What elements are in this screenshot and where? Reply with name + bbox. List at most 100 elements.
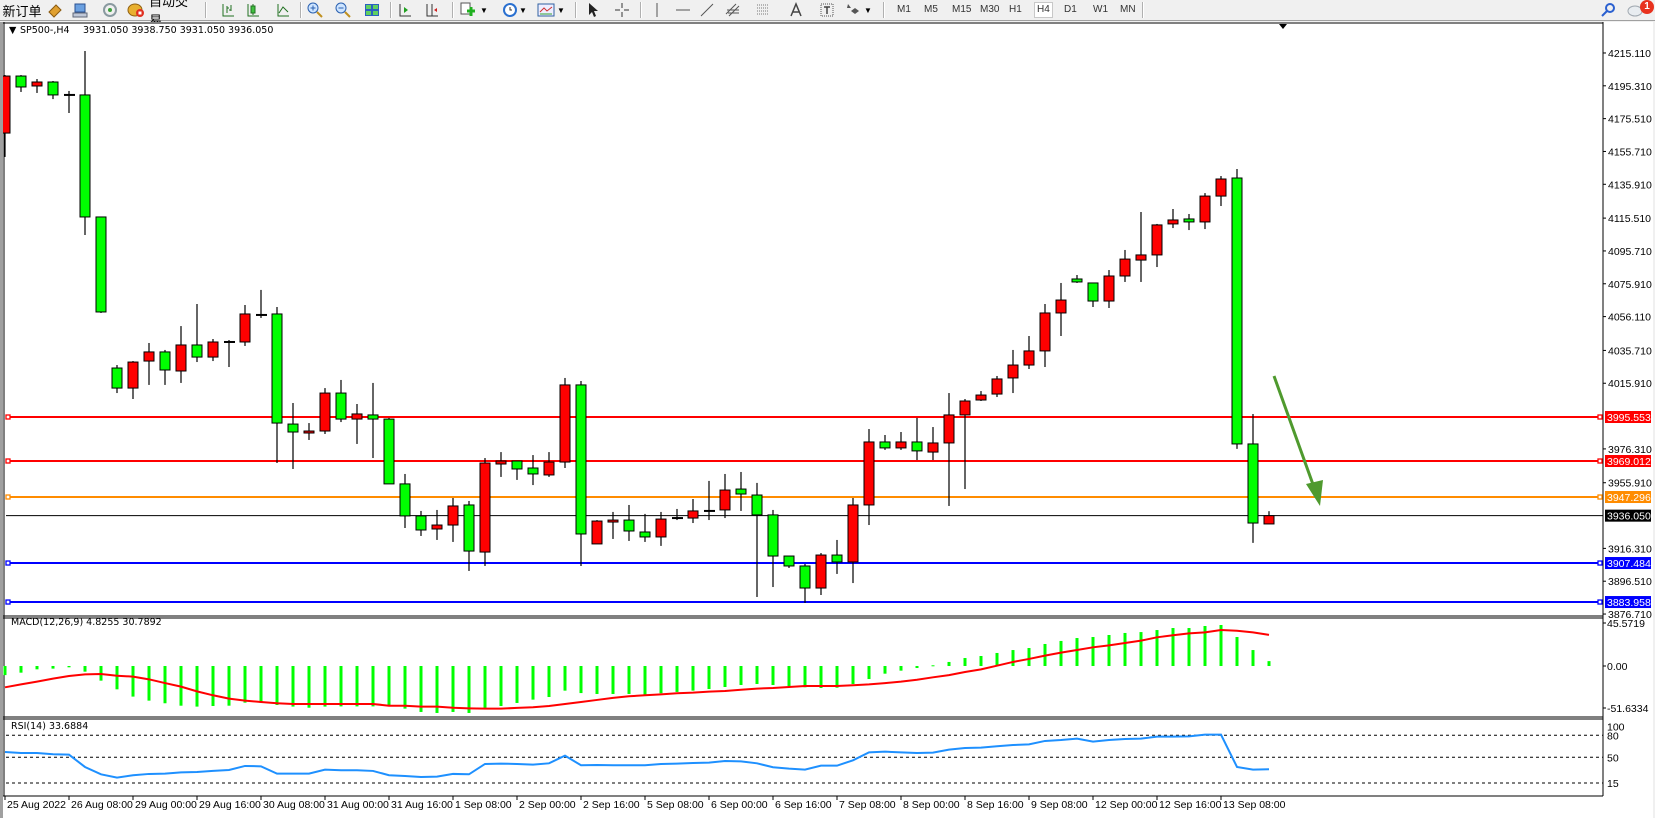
- candle: [959, 399, 971, 490]
- zoom-out-icon[interactable]: [335, 2, 351, 18]
- fibonacci-icon[interactable]: [756, 2, 772, 18]
- timeframe-m30[interactable]: M30: [980, 4, 1000, 15]
- indicators-icon[interactable]: [460, 2, 478, 18]
- timeframe-mn[interactable]: MN: [1120, 4, 1136, 15]
- timeframe-m5[interactable]: M5: [924, 4, 938, 15]
- candle: [175, 326, 187, 383]
- rsi-axis-label: 100: [1607, 722, 1625, 734]
- bid-price-label: 3936.050: [1607, 511, 1651, 523]
- templates-dropdown-icon[interactable]: ▼: [557, 5, 565, 15]
- indicators-dropdown-icon[interactable]: ▼: [480, 5, 488, 15]
- timeframe-d1[interactable]: D1: [1064, 4, 1077, 15]
- candle-body-doji: [64, 93, 75, 96]
- candle: [111, 365, 123, 394]
- tile-windows-icon[interactable]: [364, 2, 380, 18]
- macd-histogram-bar: [1027, 648, 1031, 666]
- timeframe-w1[interactable]: W1: [1093, 4, 1108, 15]
- line-handle-left[interactable]: [5, 414, 11, 420]
- price-tick-label: 3976.310: [1608, 444, 1652, 456]
- periods-dropdown-icon[interactable]: ▼: [519, 5, 527, 15]
- crosshair-icon[interactable]: [614, 2, 630, 18]
- chart-window[interactable]: 4215.110 4195.310 4175.510 4155.710 4135.910…: [0, 22, 1653, 818]
- candlestick-chart-icon[interactable]: [245, 2, 261, 18]
- auto-trading-button[interactable]: 自动交易: [149, 0, 189, 28]
- market-watch-icon[interactable]: [47, 2, 63, 18]
- timeframe-m15[interactable]: M15: [952, 4, 972, 15]
- text-label-icon[interactable]: [819, 2, 835, 18]
- line-handle-right[interactable]: [1597, 494, 1603, 500]
- terminal-icon[interactable]: [72, 2, 88, 18]
- candle: [655, 511, 667, 546]
- candle: [287, 402, 299, 469]
- time-axis-label: 8 Sep 00:00: [903, 799, 960, 811]
- candle: [783, 555, 795, 568]
- candle: [367, 382, 379, 459]
- line-chart-icon[interactable]: [275, 2, 291, 18]
- line-handle-right[interactable]: [1597, 458, 1603, 464]
- candle: [559, 377, 571, 468]
- rsi-axis-label: 15: [1607, 778, 1619, 790]
- candle-body: [1039, 312, 1051, 352]
- zoom-in-icon[interactable]: [307, 2, 323, 18]
- cursor-icon[interactable]: [585, 2, 601, 18]
- macd-histogram-bar: [371, 666, 375, 707]
- line-handle-left[interactable]: [5, 458, 11, 464]
- line-handle-right[interactable]: [1597, 414, 1603, 420]
- timeframe-m1[interactable]: M1: [897, 4, 911, 15]
- timeframe-h1[interactable]: H1: [1009, 4, 1022, 15]
- candle-body: [271, 313, 283, 424]
- notification-badge[interactable]: 1: [1640, 0, 1654, 14]
- time-axis-label: 12 Sep 16:00: [1159, 799, 1222, 811]
- candle: [879, 434, 891, 450]
- symbol-dropdown-icon[interactable]: ▼: [9, 25, 17, 36]
- macd-histogram-bar: [355, 666, 359, 707]
- line-handle-left[interactable]: [5, 599, 11, 605]
- trendline-icon[interactable]: [699, 2, 715, 18]
- candle-body: [767, 514, 779, 557]
- line-handle-left[interactable]: [5, 560, 11, 566]
- macd-histogram-bar: [915, 666, 919, 669]
- candle: [495, 452, 507, 477]
- candle-body: [495, 460, 507, 465]
- macd-histogram-bar: [899, 666, 903, 671]
- candle-body: [95, 216, 107, 313]
- bar-chart-icon[interactable]: [220, 2, 236, 18]
- timeframe-h4[interactable]: H4: [1034, 2, 1053, 18]
- macd-histogram-bar: [339, 666, 343, 707]
- signals-icon[interactable]: [102, 2, 118, 18]
- macd-histogram-bar: [531, 666, 535, 700]
- chart-shift-marker-icon[interactable]: [1279, 24, 1287, 29]
- equidistant-channel-icon[interactable]: [725, 2, 741, 18]
- candle: [991, 375, 1003, 398]
- line-handle-right[interactable]: [1597, 599, 1603, 605]
- candle: [639, 513, 651, 542]
- new-order-button[interactable]: 新订单: [2, 3, 42, 19]
- vertical-line-icon[interactable]: [649, 2, 665, 18]
- candle: [15, 75, 27, 92]
- price-tick-label: 3955.910: [1608, 478, 1652, 490]
- horizontal-line-icon[interactable]: [675, 2, 691, 18]
- search-icon[interactable]: [1600, 2, 1616, 18]
- arrows-dropdown-icon[interactable]: ▼: [864, 5, 872, 15]
- macd-histogram-bar: [259, 666, 263, 703]
- line-handle-left[interactable]: [5, 494, 11, 500]
- candle-body: [1007, 364, 1019, 379]
- templates-icon[interactable]: [537, 2, 555, 18]
- auto-trading-icon[interactable]: [127, 2, 145, 18]
- chart-shift-icon[interactable]: [424, 2, 440, 18]
- text-tool-icon[interactable]: [788, 2, 804, 18]
- annotation-arrow[interactable]: [1272, 375, 1317, 491]
- periods-clock-icon[interactable]: [502, 2, 518, 18]
- macd-histogram-bar: [195, 666, 199, 707]
- candle-body: [191, 344, 203, 358]
- arrows-icon[interactable]: [845, 2, 861, 18]
- auto-scroll-icon[interactable]: [397, 2, 413, 18]
- candle: [383, 417, 395, 485]
- macd-histogram-bar: [115, 666, 119, 690]
- candle-body: [911, 441, 923, 452]
- chart-canvas[interactable]: 4215.110 4195.310 4175.510 4155.710 4135.910…: [3, 22, 1653, 818]
- line-handle-right[interactable]: [1597, 560, 1603, 566]
- candle-body: [127, 361, 139, 389]
- macd-histogram-bar: [995, 652, 999, 666]
- macd-histogram-bar: [387, 666, 391, 707]
